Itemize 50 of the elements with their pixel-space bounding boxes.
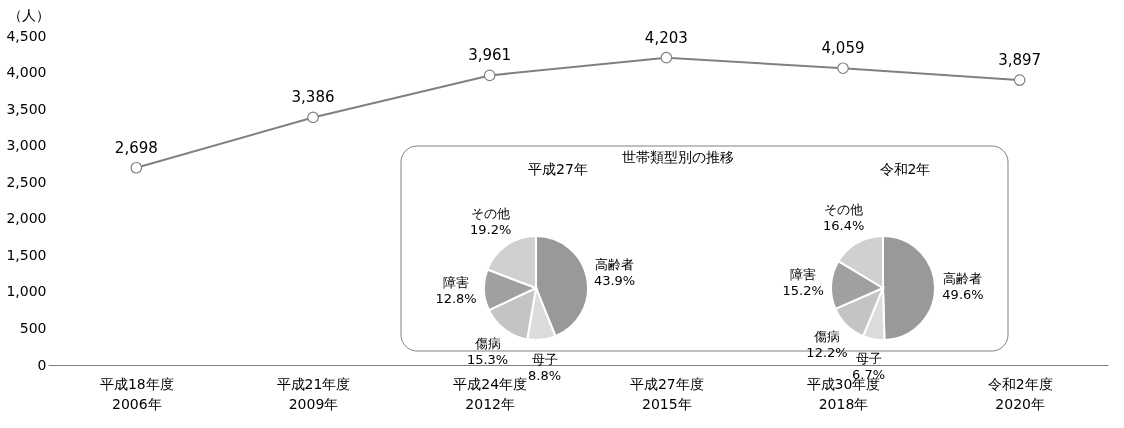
- data-label: 15.3%: [466, 351, 509, 367]
- y-tick-label: 2,000: [6, 210, 47, 227]
- annotation: 世帯類型別の推移: [622, 149, 734, 165]
- y-tick-label: 1,000: [6, 283, 47, 300]
- x-tick-label: 令和2年度 2020年: [987, 375, 1053, 412]
- y-tick-label: 2,500: [6, 173, 47, 190]
- data-label: 12.2%: [806, 345, 848, 361]
- data-label: 49.6%: [942, 286, 984, 302]
- data-label: 19.2%: [469, 222, 512, 238]
- point: [660, 51, 673, 64]
- point: [1013, 74, 1026, 86]
- chart-title: 平成27年: [528, 161, 588, 177]
- slice-label: その他: [824, 202, 864, 218]
- slice-label: 障害: [443, 275, 470, 291]
- data-label: 2,698: [114, 138, 158, 157]
- x-tick-label: 平成21年度 2009年: [276, 375, 351, 412]
- y-tick-label: 0: [37, 356, 47, 373]
- slice-label: 母子: [531, 351, 558, 367]
- slice-label: その他: [471, 206, 511, 222]
- data-label: 43.9%: [593, 272, 636, 288]
- data-label: 3,961: [468, 46, 512, 65]
- y-tick-label: 4,500: [6, 27, 47, 44]
- slice-label: 傷病: [813, 329, 841, 345]
- data-label: 4,203: [644, 28, 688, 47]
- data-label: 3,897: [998, 51, 1042, 70]
- point: [837, 62, 849, 75]
- slice-label: 母子: [855, 350, 882, 366]
- point: [483, 69, 496, 82]
- x-tick-label: 平成24年度 2012年: [453, 375, 528, 412]
- point: [130, 161, 143, 174]
- y-tick-label: 3,000: [6, 137, 47, 154]
- y-axis-title: （人）: [7, 6, 50, 23]
- data-label: 8.8%: [528, 367, 562, 383]
- data-label: 12.8%: [435, 291, 477, 307]
- data-label: 15.2%: [782, 282, 824, 298]
- x-tick-label: 平成27年度 2015年: [629, 375, 704, 412]
- data-label: 16.4%: [822, 218, 865, 234]
- data-label: 3,386: [291, 88, 335, 107]
- y-tick-label: 3,500: [6, 100, 47, 117]
- slice-label: 高齢者: [943, 270, 983, 286]
- slice-label: 障害: [790, 266, 817, 282]
- y-tick-label: 4,000: [6, 64, 47, 81]
- x-tick-label: 平成18年度 2006年: [99, 375, 174, 412]
- data-label: 4,059: [821, 39, 865, 58]
- y-tick-label: 1,500: [6, 246, 47, 263]
- y-tick-label: 500: [19, 319, 47, 336]
- slice-label: 高齢者: [595, 256, 635, 272]
- chart-title: 令和2年: [879, 161, 931, 177]
- point: [307, 111, 319, 124]
- slice-label: 傷病: [473, 335, 501, 351]
